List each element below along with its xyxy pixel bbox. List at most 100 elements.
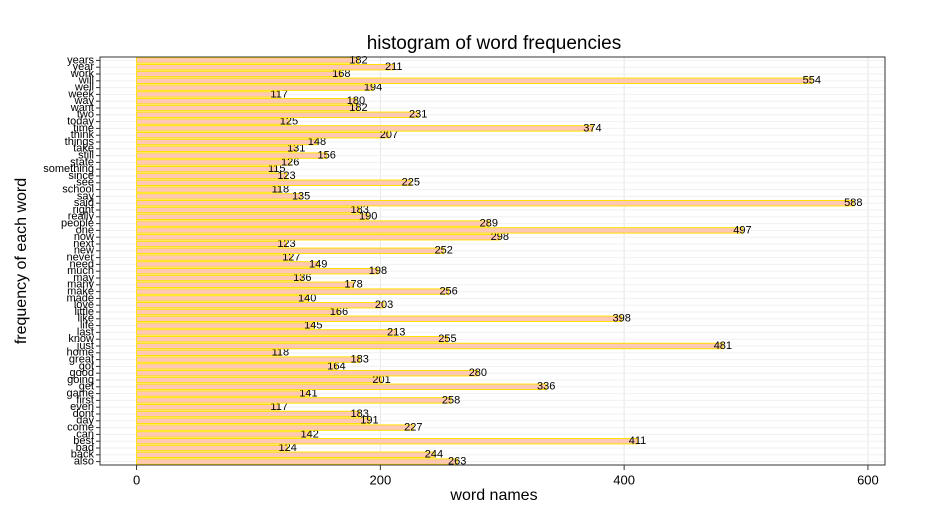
data-label: 182 xyxy=(349,54,367,66)
data-label: 145 xyxy=(304,320,322,332)
data-label: 481 xyxy=(714,340,732,352)
bar xyxy=(136,254,292,261)
bar xyxy=(136,261,319,268)
data-label: 554 xyxy=(803,75,821,87)
plot-border xyxy=(99,56,886,466)
y-tick-label: things xyxy=(65,136,95,148)
y-tick-label: need xyxy=(70,258,94,270)
data-label: 182 xyxy=(349,102,367,114)
bar xyxy=(136,179,412,187)
data-label: 166 xyxy=(330,306,348,318)
bar xyxy=(136,97,357,105)
bar xyxy=(136,159,291,166)
data-label: 225 xyxy=(402,177,420,189)
bar xyxy=(136,84,374,91)
data-label: 123 xyxy=(277,238,295,250)
data-label: 289 xyxy=(480,218,498,230)
bar xyxy=(136,118,290,125)
bar xyxy=(136,410,361,418)
data-label: 497 xyxy=(733,224,751,236)
data-label: 263 xyxy=(448,456,466,468)
data-label: 244 xyxy=(425,449,443,461)
y-tick-label: many xyxy=(67,279,94,291)
bar xyxy=(136,186,281,193)
bar xyxy=(136,322,314,329)
bar xyxy=(136,376,383,384)
data-label: 190 xyxy=(359,211,377,223)
bar xyxy=(136,63,395,71)
data-label: 118 xyxy=(272,184,290,196)
y-tick-label: right xyxy=(73,204,94,216)
y-tick-label: bad xyxy=(76,442,94,454)
bar xyxy=(136,383,547,391)
bar xyxy=(136,458,458,465)
y-tick-label: see xyxy=(76,177,94,189)
data-label: 183 xyxy=(350,354,368,366)
y-tick-label: made xyxy=(66,292,94,304)
y-tick-label: got xyxy=(79,360,94,372)
y-tick-label: love xyxy=(74,299,94,311)
y-tick-label: great xyxy=(69,354,94,366)
data-label: 124 xyxy=(279,442,297,454)
data-label: 298 xyxy=(491,231,509,243)
y-tick-label: want xyxy=(70,102,94,114)
bar xyxy=(136,165,278,173)
data-label: 164 xyxy=(327,360,345,372)
data-label: 280 xyxy=(469,367,487,379)
y-tick-label: state xyxy=(70,156,94,168)
y-tick-label: make xyxy=(67,286,94,298)
y-tick-label: time xyxy=(73,122,94,134)
y-tick-label: get xyxy=(79,381,94,393)
y-tick-label: now xyxy=(74,231,94,243)
data-label: 588 xyxy=(844,197,862,209)
y-tick-label: home xyxy=(66,347,94,359)
data-label: 125 xyxy=(280,116,298,128)
data-label: 194 xyxy=(364,82,382,94)
data-label: 136 xyxy=(293,272,311,284)
data-label: 213 xyxy=(387,326,405,338)
y-tick-label: two xyxy=(77,109,94,121)
data-label: 178 xyxy=(344,279,362,291)
bar xyxy=(136,104,359,112)
y-tick-label: good xyxy=(70,367,94,379)
data-label: 127 xyxy=(282,252,300,264)
bar xyxy=(136,274,303,282)
bar xyxy=(136,227,743,234)
y-tick-label: much xyxy=(67,265,94,277)
bar xyxy=(136,91,280,98)
data-label: 148 xyxy=(308,136,326,148)
y-tick-label: day xyxy=(76,415,94,427)
data-label: 140 xyxy=(298,292,316,304)
bar xyxy=(136,329,397,336)
bar xyxy=(136,233,501,241)
y-tick-label: back xyxy=(71,449,95,461)
y-tick-label: take xyxy=(73,143,94,155)
y-tick-label: never xyxy=(66,252,94,264)
y-tick-label: years xyxy=(67,54,94,66)
y-axis-label: frequency of each word xyxy=(13,178,30,344)
bar xyxy=(136,131,390,139)
data-label: 123 xyxy=(277,170,295,182)
x-tick-label: 200 xyxy=(370,472,392,487)
chart-title: histogram of word frequencies xyxy=(367,33,622,54)
bar xyxy=(136,335,448,343)
data-label: 115 xyxy=(268,163,286,175)
y-tick-label: one xyxy=(76,224,94,236)
y-tick-label: work xyxy=(70,68,95,80)
bar xyxy=(136,220,490,227)
bar xyxy=(136,288,450,295)
data-label: 180 xyxy=(347,95,365,107)
data-label: 131 xyxy=(287,143,305,155)
data-label: 411 xyxy=(629,435,647,447)
data-label: 168 xyxy=(332,68,350,80)
y-tick-label: last xyxy=(77,326,94,338)
y-tick-label: way xyxy=(73,95,94,107)
data-label: 183 xyxy=(350,408,368,420)
bar xyxy=(136,77,813,85)
bar xyxy=(136,213,369,221)
data-label: 191 xyxy=(360,415,378,427)
y-tick-label: also xyxy=(74,456,94,468)
data-label: 117 xyxy=(270,88,288,100)
data-label: 156 xyxy=(318,150,336,162)
